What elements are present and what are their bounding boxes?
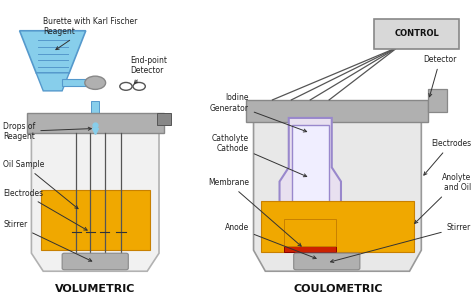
Polygon shape <box>31 121 159 271</box>
Text: Stirrer: Stirrer <box>330 223 471 262</box>
Bar <box>428 89 447 112</box>
Text: Oil Sample: Oil Sample <box>3 160 78 209</box>
Circle shape <box>85 76 106 89</box>
Text: Burette with Karl Fischer
Reagent: Burette with Karl Fischer Reagent <box>43 17 137 50</box>
Polygon shape <box>292 125 328 241</box>
Text: VOLUMETRIC: VOLUMETRIC <box>55 284 136 294</box>
Circle shape <box>133 82 146 90</box>
FancyBboxPatch shape <box>294 253 360 270</box>
Text: Stirrer: Stirrer <box>3 220 92 261</box>
Text: Anode: Anode <box>225 223 316 259</box>
Bar <box>91 101 100 133</box>
Polygon shape <box>41 190 150 250</box>
Polygon shape <box>280 118 341 250</box>
Text: End-point
Detector: End-point Detector <box>131 56 168 83</box>
Bar <box>284 245 336 252</box>
Bar <box>27 114 164 133</box>
Polygon shape <box>284 219 336 246</box>
Text: Drops of
Reagent: Drops of Reagent <box>3 122 91 141</box>
Polygon shape <box>254 111 421 271</box>
Polygon shape <box>19 31 86 73</box>
Text: Membrane: Membrane <box>208 178 301 246</box>
Bar <box>156 114 171 125</box>
Text: CONTROL: CONTROL <box>394 29 439 38</box>
Bar <box>62 79 95 86</box>
Bar <box>246 100 428 122</box>
Circle shape <box>120 82 132 90</box>
Polygon shape <box>261 201 414 252</box>
Text: Electrodes: Electrodes <box>424 139 471 175</box>
Polygon shape <box>36 73 69 91</box>
Text: Catholyte
Cathode: Catholyte Cathode <box>212 134 307 177</box>
Text: COULOMETRIC: COULOMETRIC <box>294 284 383 294</box>
Text: Anolyte
and Oil: Anolyte and Oil <box>415 173 471 223</box>
Text: Detector: Detector <box>423 55 457 97</box>
FancyBboxPatch shape <box>62 253 128 270</box>
FancyBboxPatch shape <box>374 19 459 49</box>
Text: Iodine
Generator: Iodine Generator <box>210 93 307 132</box>
Text: Electrodes: Electrodes <box>3 188 87 230</box>
